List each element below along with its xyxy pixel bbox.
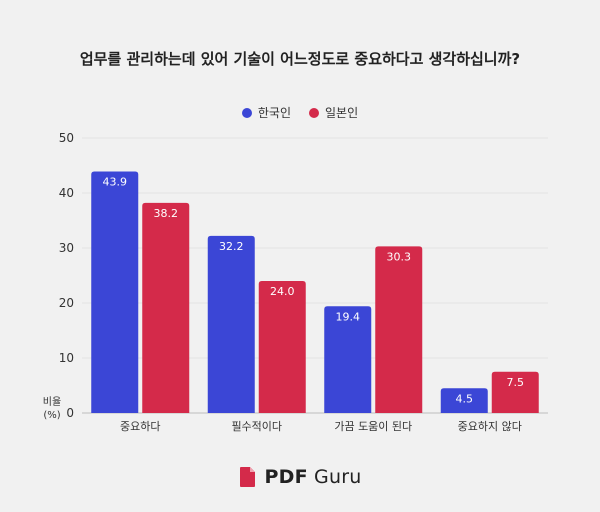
- legend-swatch-japanese: [309, 107, 319, 118]
- legend: 한국인 일본인: [0, 104, 600, 121]
- data-label: 4.5: [456, 392, 474, 405]
- y-tick-label: 40: [59, 186, 74, 200]
- x-tick-label: 가끔 도움이 된다: [334, 420, 412, 433]
- pdf-document-icon: [239, 467, 255, 487]
- y-tick-label: 20: [59, 296, 74, 310]
- bar: [258, 281, 306, 413]
- data-label: 19.4: [336, 310, 361, 323]
- legend-label-japanese: 일본인: [325, 106, 359, 120]
- y-axis-label: 비율: [43, 396, 61, 408]
- bar: [375, 246, 423, 413]
- bar: [91, 171, 139, 413]
- x-tick-label: 중요하다: [120, 419, 160, 433]
- data-label: 43.9: [103, 176, 128, 189]
- x-tick-label: 필수적이다: [231, 420, 282, 433]
- data-label: 30.3: [387, 250, 412, 263]
- bar: [491, 371, 539, 413]
- brand-logo: PDF Guru: [0, 466, 600, 488]
- legend-label-korean: 한국인: [257, 106, 291, 120]
- data-label: 24.0: [270, 285, 295, 298]
- y-tick-label: 50: [59, 131, 74, 145]
- data-label: 7.5: [507, 376, 525, 389]
- data-label: 32.2: [219, 240, 244, 253]
- bar: [440, 388, 488, 413]
- bar: [142, 202, 190, 413]
- brand-name: PDF Guru: [265, 466, 362, 488]
- chart-title: 업무를 관리하는데 있어 기술이 어느정도로 중요하다고 생각하십니까?: [79, 50, 521, 68]
- brand-name-bold: PDF: [264, 466, 308, 488]
- legend-item-korean: 한국인: [241, 104, 291, 121]
- y-tick-label: 10: [59, 351, 74, 365]
- x-tick-label: 중요하지 않다: [458, 419, 522, 433]
- bar: [207, 235, 255, 413]
- y-tick-label: 30: [59, 241, 74, 255]
- y-axis-label: (%): [43, 410, 60, 421]
- data-label: 38.2: [154, 207, 179, 220]
- y-tick-label: 0: [66, 406, 74, 420]
- bar: [324, 306, 372, 413]
- legend-swatch-korean: [241, 107, 252, 118]
- brand-name-rest: Guru: [314, 466, 362, 488]
- legend-item-japanese: 일본인: [309, 104, 358, 121]
